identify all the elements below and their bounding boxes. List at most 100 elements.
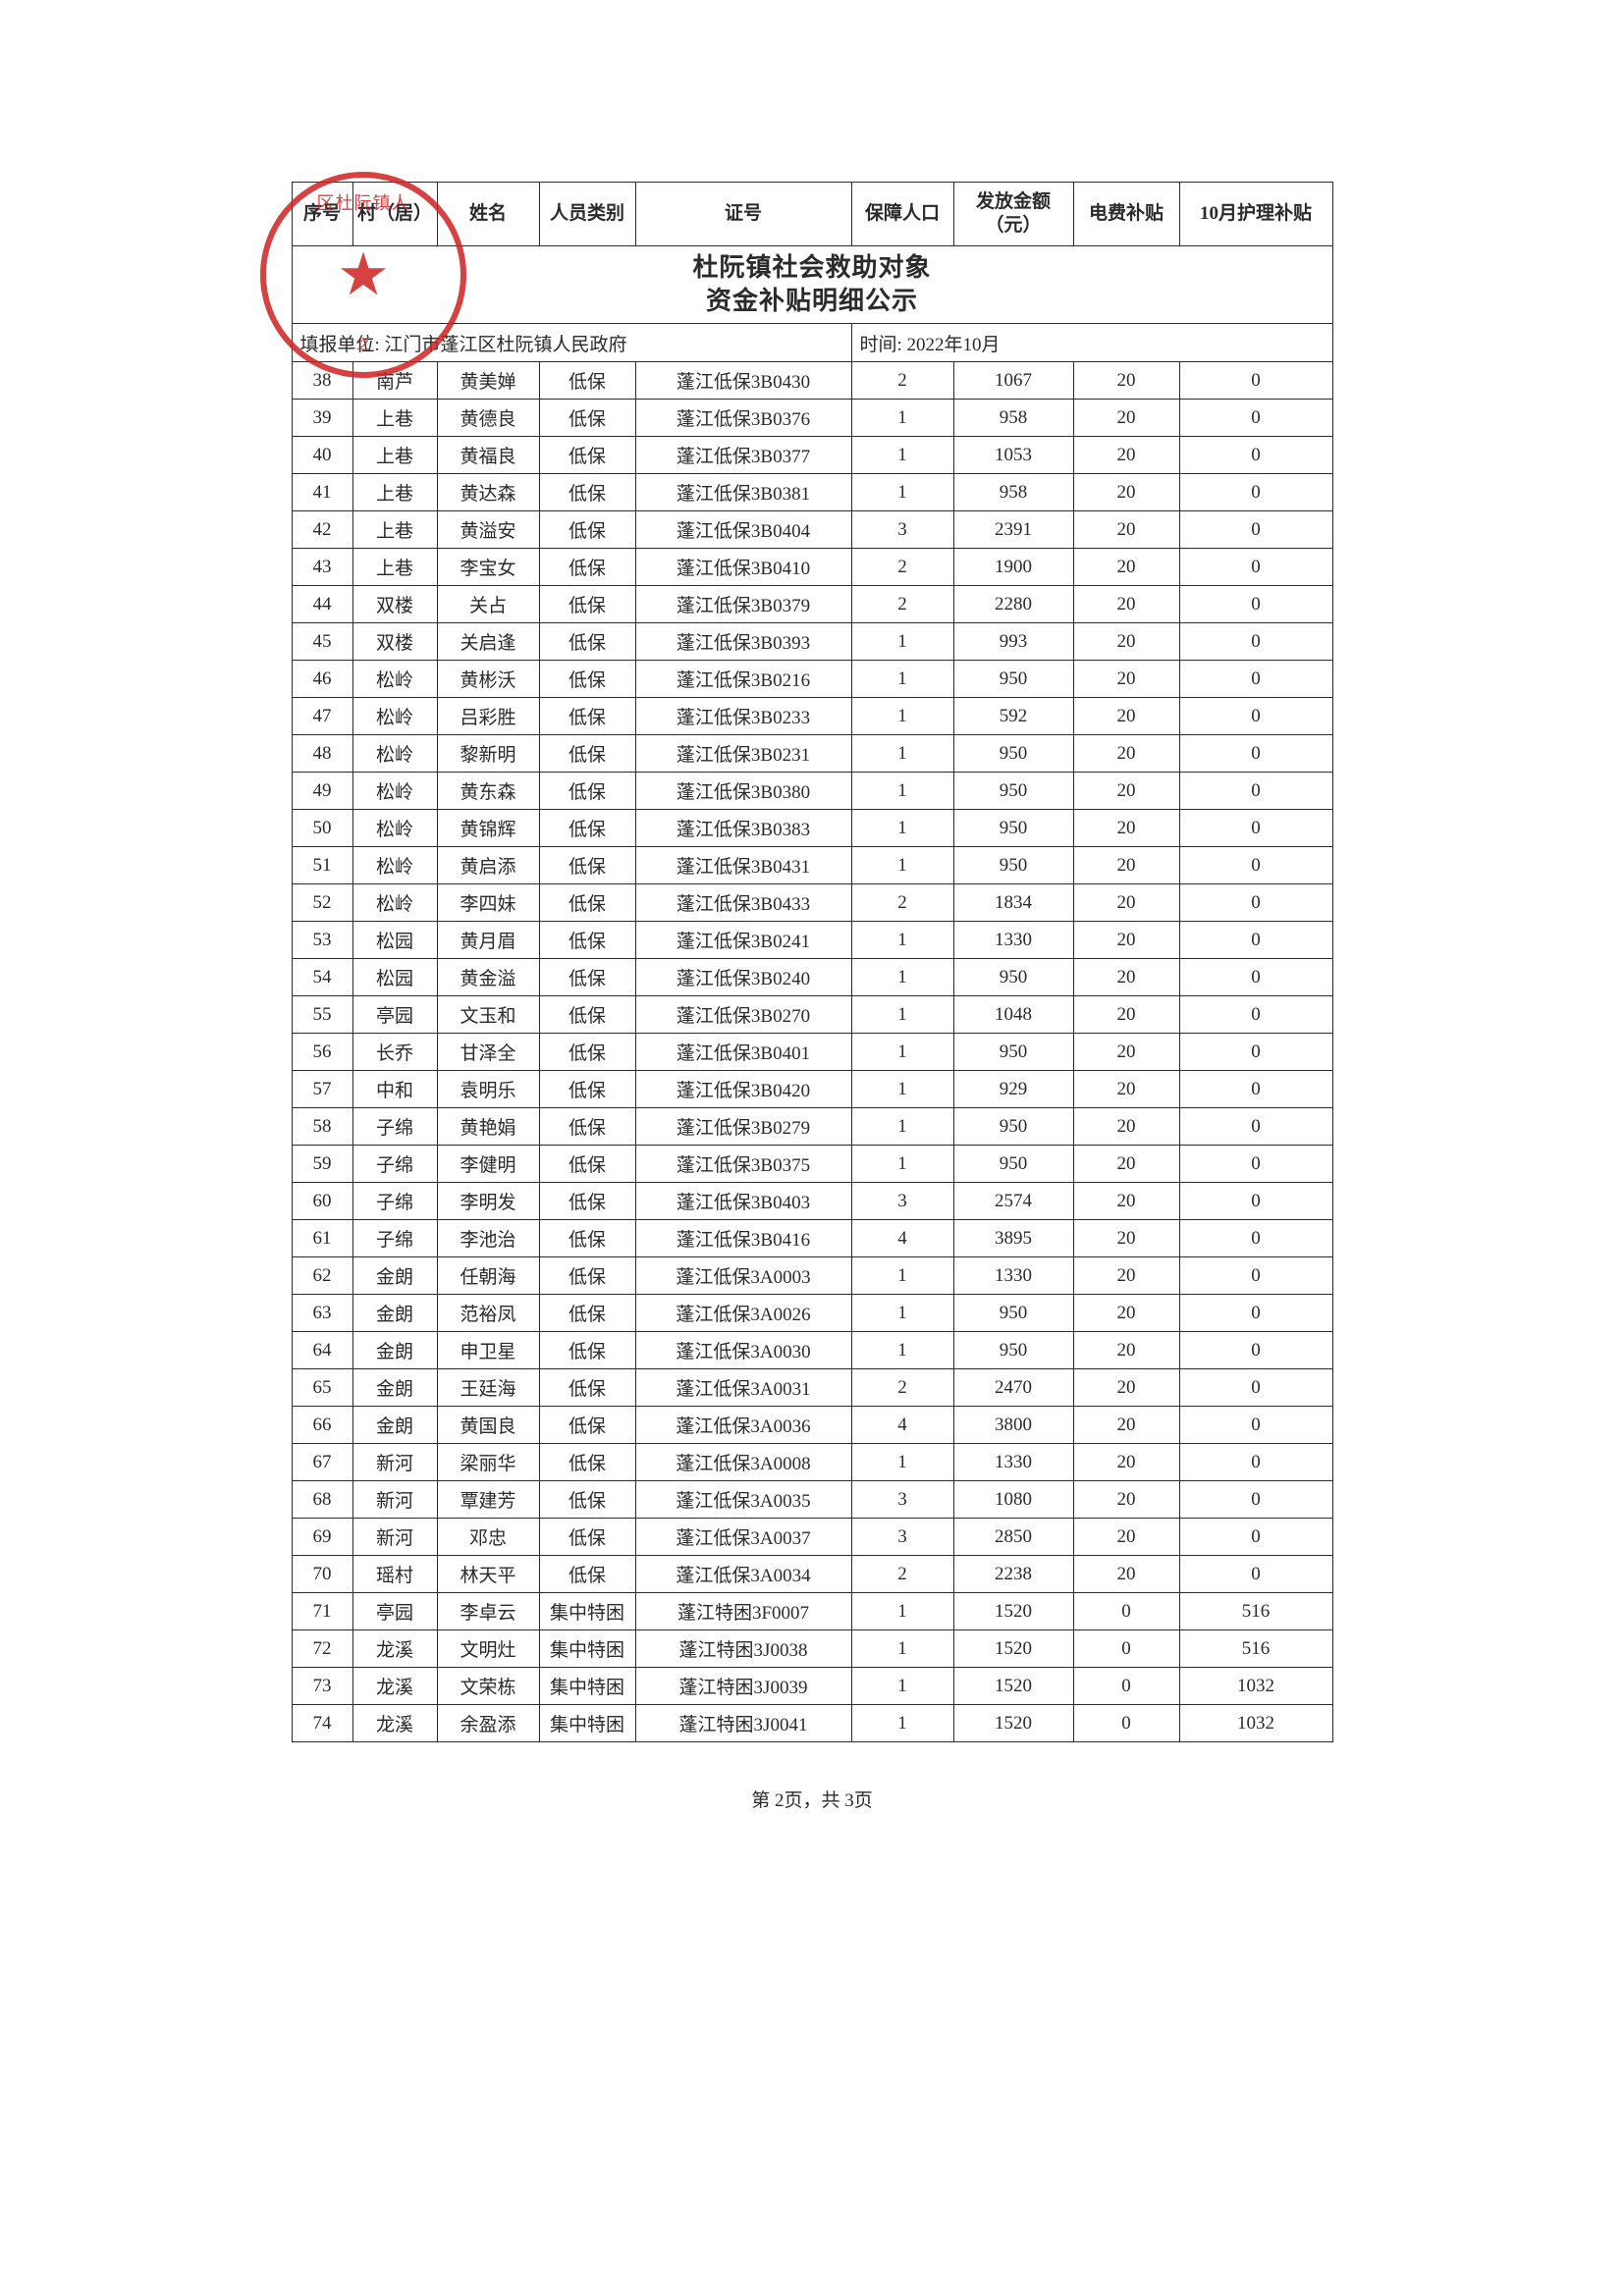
table-cell: 71 [292, 1593, 352, 1630]
table-cell: 67 [292, 1444, 352, 1481]
table-cell: 929 [953, 1071, 1073, 1108]
table-cell: 1 [851, 1108, 953, 1146]
table-row: 39上巷黄德良低保蓬江低保3B03761958200 [292, 400, 1332, 437]
table-cell: 4 [851, 1407, 953, 1444]
table-cell: 蓬江低保3A0030 [635, 1332, 851, 1369]
table-cell: 43 [292, 549, 352, 586]
table-cell: 958 [953, 474, 1073, 511]
table-row: 68新河覃建芳低保蓬江低保3A003531080200 [292, 1481, 1332, 1519]
table-cell: 低保 [539, 959, 635, 996]
table-cell: 蓬江低保3B0420 [635, 1071, 851, 1108]
table-cell: 1330 [953, 1444, 1073, 1481]
table-cell: 0 [1179, 1556, 1332, 1593]
table-cell: 1 [851, 996, 953, 1034]
table-header: 序号 村（居） 姓名 人员类别 证号 保障人口 发放金额（元） 电费补贴 10月… [292, 183, 1332, 246]
table-cell: 蓬江低保3B0416 [635, 1220, 851, 1257]
table-cell: 0 [1179, 884, 1332, 922]
table-row: 62金朗任朝海低保蓬江低保3A000311330200 [292, 1257, 1332, 1295]
table-cell: 20 [1073, 623, 1179, 661]
table-cell: 0 [1179, 735, 1332, 773]
table-cell: 20 [1073, 1481, 1179, 1519]
table-cell: 蓬江低保3A0031 [635, 1369, 851, 1407]
col-name: 姓名 [437, 183, 539, 246]
table-cell: 松岭 [352, 884, 437, 922]
table-cell: 金朗 [352, 1407, 437, 1444]
table-cell: 53 [292, 922, 352, 959]
table-cell: 低保 [539, 884, 635, 922]
table-cell: 2 [851, 884, 953, 922]
table-cell: 子绵 [352, 1220, 437, 1257]
table-cell: 1032 [1179, 1705, 1332, 1742]
table-cell: 蓬江低保3B0379 [635, 586, 851, 623]
table-cell: 1 [851, 1071, 953, 1108]
table-cell: 蓬江低保3B0375 [635, 1146, 851, 1183]
table-cell: 蓬江低保3B0403 [635, 1183, 851, 1220]
table-cell: 蓬江低保3B0393 [635, 623, 851, 661]
col-pop: 保障人口 [851, 183, 953, 246]
table-cell: 69 [292, 1519, 352, 1556]
table-row: 46松岭黄彬沃低保蓬江低保3B02161950200 [292, 661, 1332, 698]
table-cell: 甘泽全 [437, 1034, 539, 1071]
table-cell: 亭园 [352, 1593, 437, 1630]
table-row: 64金朗申卫星低保蓬江低保3A00301950200 [292, 1332, 1332, 1369]
table-cell: 1330 [953, 922, 1073, 959]
table-cell: 蓬江低保3B0377 [635, 437, 851, 474]
table-cell: 0 [1179, 1369, 1332, 1407]
table-cell: 蓬江低保3B0381 [635, 474, 851, 511]
table-cell: 1 [851, 474, 953, 511]
col-care: 10月护理补贴 [1179, 183, 1332, 246]
table-cell: 蓬江特困3J0041 [635, 1705, 851, 1742]
table-row: 52松岭李四妹低保蓬江低保3B043321834200 [292, 884, 1332, 922]
table-cell: 2238 [953, 1556, 1073, 1593]
table-cell: 55 [292, 996, 352, 1034]
table-cell: 1 [851, 922, 953, 959]
table-cell: 余盈添 [437, 1705, 539, 1742]
table-cell: 李池治 [437, 1220, 539, 1257]
table-cell: 46 [292, 661, 352, 698]
table-cell: 516 [1179, 1630, 1332, 1668]
col-village: 村（居） [352, 183, 437, 246]
table-cell: 蓬江低保3A0034 [635, 1556, 851, 1593]
table-cell: 20 [1073, 549, 1179, 586]
table-cell: 亭园 [352, 996, 437, 1034]
table-cell: 44 [292, 586, 352, 623]
table-row: 60子绵李明发低保蓬江低保3B040332574200 [292, 1183, 1332, 1220]
table-cell: 金朗 [352, 1257, 437, 1295]
table-cell: 20 [1073, 1034, 1179, 1071]
table-cell: 文荣栋 [437, 1668, 539, 1705]
table-cell: 双楼 [352, 623, 437, 661]
table-cell: 黄溢安 [437, 511, 539, 549]
table-row: 47松岭吕彩胜低保蓬江低保3B02331592200 [292, 698, 1332, 735]
table-cell: 20 [1073, 511, 1179, 549]
table-cell: 0 [1073, 1705, 1179, 1742]
table-row: 65金朗王廷海低保蓬江低保3A003122470200 [292, 1369, 1332, 1407]
table-cell: 中和 [352, 1071, 437, 1108]
table-cell: 1053 [953, 437, 1073, 474]
table-cell: 松岭 [352, 773, 437, 810]
table-cell: 蓬江低保3B0401 [635, 1034, 851, 1071]
table-cell: 子绵 [352, 1108, 437, 1146]
table-cell: 41 [292, 474, 352, 511]
table-cell: 0 [1179, 773, 1332, 810]
table-row: 49松岭黄东森低保蓬江低保3B03801950200 [292, 773, 1332, 810]
table-cell: 2 [851, 362, 953, 400]
table-cell: 低保 [539, 698, 635, 735]
table-cell: 1 [851, 1444, 953, 1481]
table-cell: 集中特困 [539, 1593, 635, 1630]
table-cell: 1032 [1179, 1668, 1332, 1705]
table-cell: 3 [851, 511, 953, 549]
table-cell: 950 [953, 1108, 1073, 1146]
table-cell: 950 [953, 773, 1073, 810]
table-cell: 20 [1073, 884, 1179, 922]
table-cell: 松园 [352, 959, 437, 996]
table-cell: 20 [1073, 1556, 1179, 1593]
table-row: 45双楼关启逢低保蓬江低保3B03931993200 [292, 623, 1332, 661]
table-cell: 20 [1073, 847, 1179, 884]
table-cell: 低保 [539, 1444, 635, 1481]
table-cell: 林天平 [437, 1556, 539, 1593]
table-cell: 2 [851, 1556, 953, 1593]
table-cell: 0 [1179, 810, 1332, 847]
table-cell: 金朗 [352, 1332, 437, 1369]
table-cell: 0 [1179, 698, 1332, 735]
table-row: 57中和袁明乐低保蓬江低保3B04201929200 [292, 1071, 1332, 1108]
